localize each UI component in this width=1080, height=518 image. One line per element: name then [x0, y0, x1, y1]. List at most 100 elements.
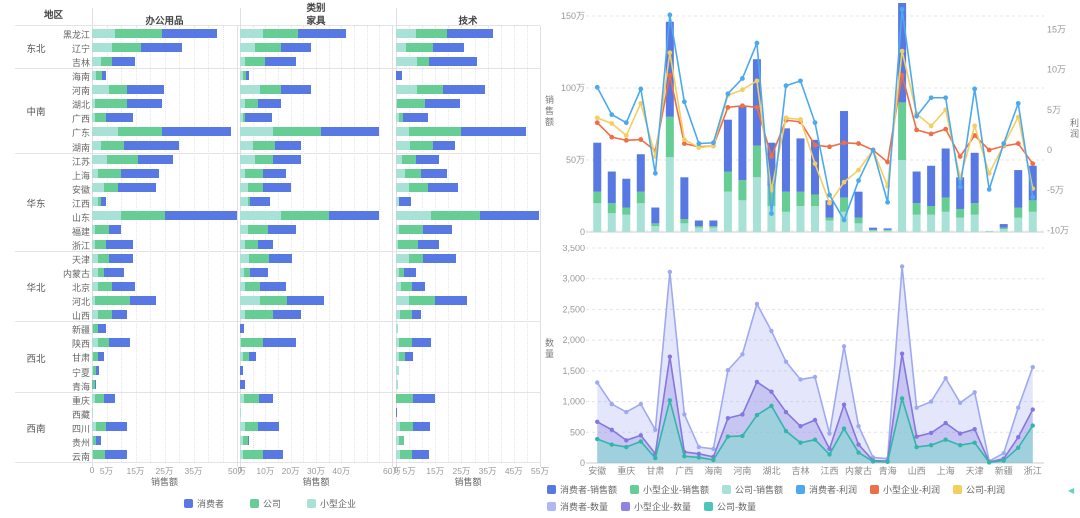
line-marker[interactable]: [783, 83, 789, 89]
line-marker[interactable]: [899, 6, 905, 12]
bar-segment[interactable]: [399, 309, 412, 319]
stacked-bar-segment[interactable]: [593, 191, 602, 204]
stacked-bar-segment[interactable]: [883, 229, 892, 231]
bar-segment[interactable]: [247, 436, 249, 446]
stacked-bar-segment[interactable]: [665, 116, 674, 158]
bar-segment[interactable]: [408, 126, 461, 136]
bar-segment[interactable]: [396, 337, 399, 347]
line-marker[interactable]: [957, 184, 963, 190]
bar-segment[interactable]: [109, 337, 130, 347]
line-marker[interactable]: [696, 451, 702, 456]
line-marker[interactable]: [1015, 141, 1021, 146]
bar-segment[interactable]: [460, 126, 527, 136]
line-marker[interactable]: [914, 127, 920, 133]
line-marker[interactable]: [682, 412, 687, 417]
bar-segment[interactable]: [245, 56, 266, 66]
bar-segment[interactable]: [240, 309, 246, 319]
line-marker[interactable]: [914, 113, 920, 119]
line-marker[interactable]: [914, 444, 919, 450]
stacked-bar-segment[interactable]: [1014, 170, 1023, 208]
bar-segment[interactable]: [397, 98, 425, 108]
bar-segment[interactable]: [92, 112, 95, 122]
stacked-bar-segment[interactable]: [723, 171, 732, 192]
stacked-bar-segment[interactable]: [723, 119, 732, 172]
line-marker[interactable]: [1030, 364, 1035, 370]
stacked-bar-segment[interactable]: [651, 207, 660, 224]
bar-segment[interactable]: [249, 253, 269, 263]
bar-segment[interactable]: [96, 422, 107, 432]
line-marker[interactable]: [885, 159, 890, 165]
bar-segment[interactable]: [240, 422, 246, 432]
bar-segment[interactable]: [255, 155, 273, 165]
line-marker[interactable]: [696, 141, 702, 146]
line-marker[interactable]: [594, 120, 600, 126]
line-marker[interactable]: [856, 450, 861, 455]
line-marker[interactable]: [986, 460, 992, 465]
stacked-bar-segment[interactable]: [680, 177, 689, 220]
bar-segment[interactable]: [96, 70, 103, 80]
bar-segment[interactable]: [262, 183, 291, 193]
line-marker[interactable]: [986, 186, 992, 192]
line-marker[interactable]: [856, 167, 861, 173]
line-marker[interactable]: [1030, 195, 1036, 200]
line-marker[interactable]: [841, 217, 847, 223]
bar-segment[interactable]: [245, 169, 263, 179]
legend-item[interactable]: 消费者-数量: [547, 500, 608, 513]
line-marker[interactable]: [798, 377, 803, 382]
bar-segment[interactable]: [416, 84, 444, 94]
line-marker[interactable]: [957, 431, 963, 436]
bar-segment[interactable]: [120, 169, 159, 179]
bar-segment[interactable]: [245, 239, 258, 249]
line-marker[interactable]: [914, 434, 919, 439]
stacked-bar-segment[interactable]: [738, 180, 747, 201]
line-marker[interactable]: [681, 99, 687, 105]
bar-segment[interactable]: [398, 352, 406, 362]
bar-segment[interactable]: [402, 112, 429, 122]
bar-segment[interactable]: [245, 422, 258, 432]
line-marker[interactable]: [943, 126, 949, 132]
line-marker[interactable]: [856, 423, 861, 429]
line-marker[interactable]: [798, 117, 803, 122]
bar-segment[interactable]: [242, 352, 249, 362]
stacked-bar-segment[interactable]: [694, 226, 703, 228]
stacked-bar-segment[interactable]: [680, 219, 689, 224]
stacked-bar-segment[interactable]: [912, 171, 921, 204]
legend-item[interactable]: 公司-利润: [953, 483, 1005, 496]
bar-segment[interactable]: [92, 70, 97, 80]
bar-segment[interactable]: [109, 225, 121, 235]
stacked-bar-segment[interactable]: [869, 229, 878, 231]
bar-segment[interactable]: [405, 169, 421, 179]
bar-segment[interactable]: [280, 84, 311, 94]
bar-segment[interactable]: [92, 42, 113, 52]
line-marker[interactable]: [856, 178, 861, 183]
bar-segment[interactable]: [398, 436, 404, 446]
bar-segment[interactable]: [94, 380, 97, 390]
line-marker[interactable]: [754, 104, 760, 110]
bar-segment[interactable]: [240, 408, 241, 418]
line-marker[interactable]: [885, 199, 890, 205]
line-marker[interactable]: [623, 137, 629, 143]
bar-segment[interactable]: [240, 112, 243, 122]
bar-segment[interactable]: [399, 197, 411, 207]
legend-item[interactable]: 消费者: [183, 497, 224, 510]
stacked-bar-segment[interactable]: [869, 227, 878, 230]
bar-segment[interactable]: [396, 183, 409, 193]
bar-segment[interactable]: [396, 70, 402, 80]
bar-segment[interactable]: [408, 253, 424, 263]
bar-segment[interactable]: [240, 42, 256, 52]
stacked-bar-segment[interactable]: [694, 220, 703, 227]
bar-segment[interactable]: [321, 126, 380, 136]
line-marker[interactable]: [595, 419, 600, 425]
line-marker[interactable]: [841, 179, 847, 185]
bar-segment[interactable]: [92, 169, 98, 179]
bar-segment[interactable]: [247, 225, 268, 235]
stacked-bar-segment[interactable]: [607, 203, 616, 214]
bar-segment[interactable]: [243, 394, 259, 404]
stacked-bar-segment[interactable]: [781, 211, 790, 232]
stacked-bar-segment[interactable]: [898, 160, 907, 232]
stacked-bar-segment[interactable]: [767, 185, 776, 207]
stacked-bar-segment[interactable]: [956, 217, 965, 232]
bar-segment[interactable]: [245, 112, 272, 122]
line-marker[interactable]: [798, 78, 803, 84]
bar-segment[interactable]: [411, 281, 425, 291]
